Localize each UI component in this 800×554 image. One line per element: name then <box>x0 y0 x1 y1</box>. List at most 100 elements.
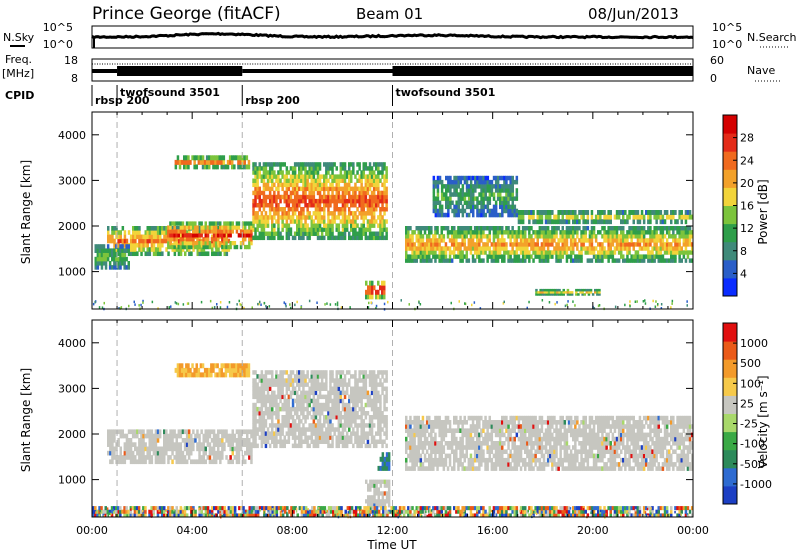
echo-cell <box>425 234 429 239</box>
echo-cell <box>381 223 384 228</box>
echo-cell <box>314 370 318 375</box>
clutter-cell <box>671 299 674 303</box>
echo-cell <box>651 254 654 259</box>
echo-cell <box>250 433 253 439</box>
echo-cell <box>125 450 129 456</box>
echo-cell <box>289 378 293 383</box>
echo-cell <box>517 230 521 235</box>
echo-cell <box>287 198 291 204</box>
echo-cell <box>314 207 318 212</box>
echo-cell <box>271 198 274 204</box>
echo-cell <box>634 234 638 239</box>
echo-cell <box>381 386 384 391</box>
echo-cell <box>325 166 328 171</box>
echo-cell <box>316 419 320 424</box>
echo-cell <box>271 235 274 241</box>
echo-cell <box>323 415 326 420</box>
echo-cell <box>161 251 164 257</box>
echo-cell <box>152 234 156 240</box>
echo-cell <box>117 251 120 257</box>
echo-cell <box>174 159 178 165</box>
echo-cell <box>472 200 475 205</box>
echo-cell <box>568 291 572 294</box>
clutter-cell <box>251 306 253 309</box>
echo-cell <box>173 241 176 246</box>
echo-cell <box>254 198 257 204</box>
echo-cell <box>444 254 448 259</box>
echo-cell <box>358 190 361 196</box>
echo-cell <box>626 219 629 225</box>
echo-cell <box>356 439 359 444</box>
echo-cell <box>329 186 332 192</box>
echo-cell <box>320 431 324 436</box>
echo-cell <box>264 439 268 444</box>
echo-cell <box>546 219 550 225</box>
echo-cell <box>457 200 460 205</box>
echo-cell <box>488 196 492 201</box>
echo-cell <box>94 265 97 270</box>
echo-cell <box>202 450 205 456</box>
echo-cell <box>538 258 542 263</box>
echo-cell <box>156 247 160 252</box>
echo-cell <box>370 374 374 379</box>
echo-cell <box>275 207 278 212</box>
echo-cell <box>256 390 259 396</box>
echo-cell <box>314 211 318 216</box>
echo-cell <box>413 230 416 235</box>
clutter-cell <box>283 301 285 304</box>
echo-cell <box>306 427 309 432</box>
echo-cell <box>179 446 183 452</box>
echo-cell <box>146 230 149 235</box>
echo-cell <box>273 398 276 404</box>
echo-cell <box>350 162 353 167</box>
echo-cell <box>405 226 408 231</box>
echo-cell <box>233 241 237 246</box>
echo-cell <box>302 211 305 216</box>
echo-cell <box>273 194 276 200</box>
echo-cell <box>432 234 435 239</box>
echo-cell <box>281 174 284 179</box>
echo-cell <box>434 230 437 235</box>
echo-cell <box>375 390 378 396</box>
echo-cell <box>111 455 114 460</box>
echo-cell <box>352 162 355 167</box>
echo-cell <box>262 186 266 192</box>
echo-cell <box>333 194 336 200</box>
echo-cell <box>173 251 177 257</box>
echo-cell <box>358 231 361 236</box>
echo-cell <box>264 170 268 175</box>
echo-cell <box>551 238 554 243</box>
echo-cell <box>370 419 374 424</box>
echo-cell <box>366 166 370 171</box>
echo-cell <box>275 219 278 224</box>
clutter-cell <box>238 299 240 303</box>
echo-cell <box>202 251 206 257</box>
echo-cell <box>196 229 199 234</box>
echo-cell <box>381 427 384 432</box>
echo-cell <box>381 162 384 167</box>
echo-cell <box>140 446 143 452</box>
echo-cell <box>136 251 139 257</box>
echo-cell <box>277 419 280 424</box>
echo-cell <box>285 182 289 188</box>
echo-cell <box>343 198 347 204</box>
echo-cell <box>219 438 222 443</box>
echo-cell <box>140 455 143 460</box>
echo-cell <box>519 214 523 220</box>
echo-cell <box>117 256 120 262</box>
echo-cell <box>185 233 189 238</box>
echo-cell <box>597 219 600 225</box>
echo-cell <box>318 374 322 379</box>
echo-cell <box>123 230 127 235</box>
clutter-cell <box>308 299 311 303</box>
echo-cell <box>655 234 658 239</box>
echo-cell <box>186 247 189 252</box>
echo-cell <box>617 210 621 215</box>
echo-cell <box>543 288 547 292</box>
echo-cell <box>190 442 193 447</box>
echo-cell <box>266 439 270 444</box>
echo-cell <box>258 174 261 179</box>
echo-cell <box>252 419 255 424</box>
echo-cell <box>444 246 448 251</box>
